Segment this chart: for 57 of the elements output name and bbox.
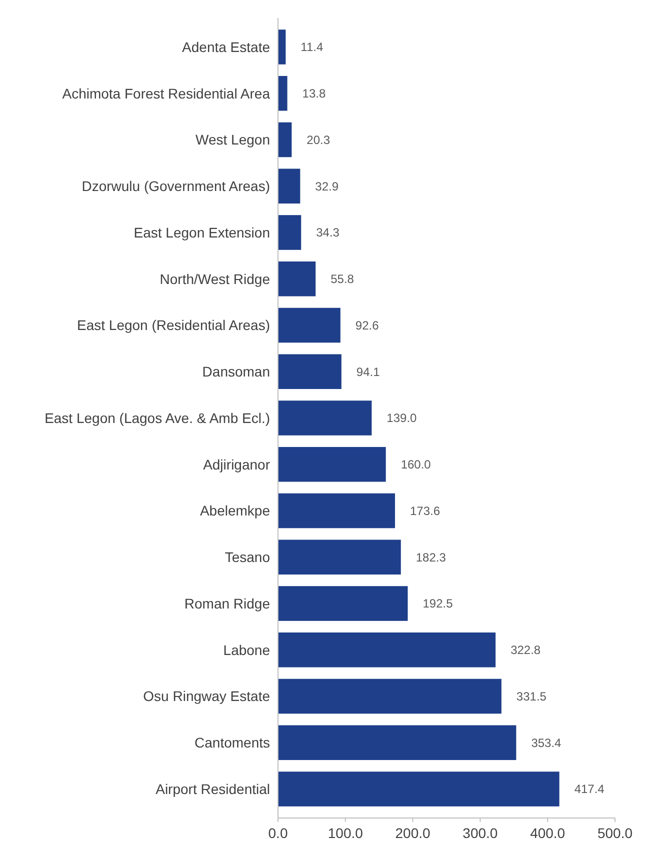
data-label: 34.3 (316, 226, 340, 240)
bar (278, 540, 401, 575)
x-tick-label: 100.0 (328, 825, 364, 841)
bar (278, 493, 396, 528)
data-label: 331.5 (516, 689, 547, 704)
y-tick-label: Cantoments (194, 734, 270, 751)
bar (278, 772, 560, 806)
x-tick-label: 500.0 (597, 825, 633, 841)
data-label: 322.8 (510, 643, 541, 658)
y-tick-label: Roman Ridge (184, 595, 270, 612)
bar (278, 30, 286, 64)
y-tick-label: Adjiriganor (203, 456, 270, 472)
bar (278, 632, 496, 668)
bar (278, 446, 386, 482)
bar (278, 586, 408, 621)
y-tick-label: Tesano (224, 549, 270, 566)
data-label: 94.1 (356, 364, 380, 379)
data-label: 417.4 (574, 782, 605, 796)
data-label: 11.4 (300, 40, 324, 54)
y-tick-label: North/West Ridge (160, 270, 270, 287)
bar (278, 261, 316, 296)
x-tick-label: 300.0 (462, 825, 498, 841)
y-tick-label: East Legon Extension (134, 224, 270, 240)
data-label: 173.6 (410, 504, 440, 518)
data-label: 55.8 (330, 272, 354, 286)
x-tick-label: 200.0 (395, 825, 431, 841)
bar (278, 354, 342, 390)
bar (278, 122, 292, 158)
y-tick-label: East Legon (Residential Areas) (77, 317, 270, 334)
bar (278, 76, 288, 111)
y-tick-label: West Legon (196, 132, 270, 148)
data-label: 92.6 (355, 318, 380, 332)
y-tick-label: Dzorwulu (Government Areas) (82, 178, 270, 194)
y-tick-label: East Legon (Lagos Ave. & Amb Ecl.) (44, 410, 270, 426)
bar (278, 725, 516, 760)
y-tick-label: Airport Residential (156, 780, 270, 797)
bar (278, 215, 302, 250)
y-tick-label: Adenta Estate (182, 38, 270, 55)
y-tick-label: Dansoman (202, 364, 270, 380)
data-label: 353.4 (531, 736, 562, 750)
bar (278, 168, 300, 204)
data-label: 192.5 (422, 596, 454, 611)
x-tick-label: 0.0 (268, 825, 288, 841)
data-label: 32.9 (315, 179, 339, 194)
y-tick-label: Osu Ringway Estate (143, 688, 270, 704)
y-tick-label: Labone (223, 642, 270, 658)
bar (278, 400, 372, 436)
data-label: 139.0 (386, 411, 418, 426)
data-label: 13.8 (302, 86, 326, 101)
bar (278, 308, 340, 343)
y-tick-label: Abelemkpe (200, 502, 270, 519)
y-tick-label: Achimota Forest Residential Area (62, 85, 270, 102)
data-label: 20.3 (306, 132, 330, 147)
data-label: 182.3 (416, 550, 446, 564)
data-label: 160.0 (400, 458, 432, 472)
x-tick-label: 400.0 (530, 825, 566, 841)
bar (278, 678, 502, 714)
